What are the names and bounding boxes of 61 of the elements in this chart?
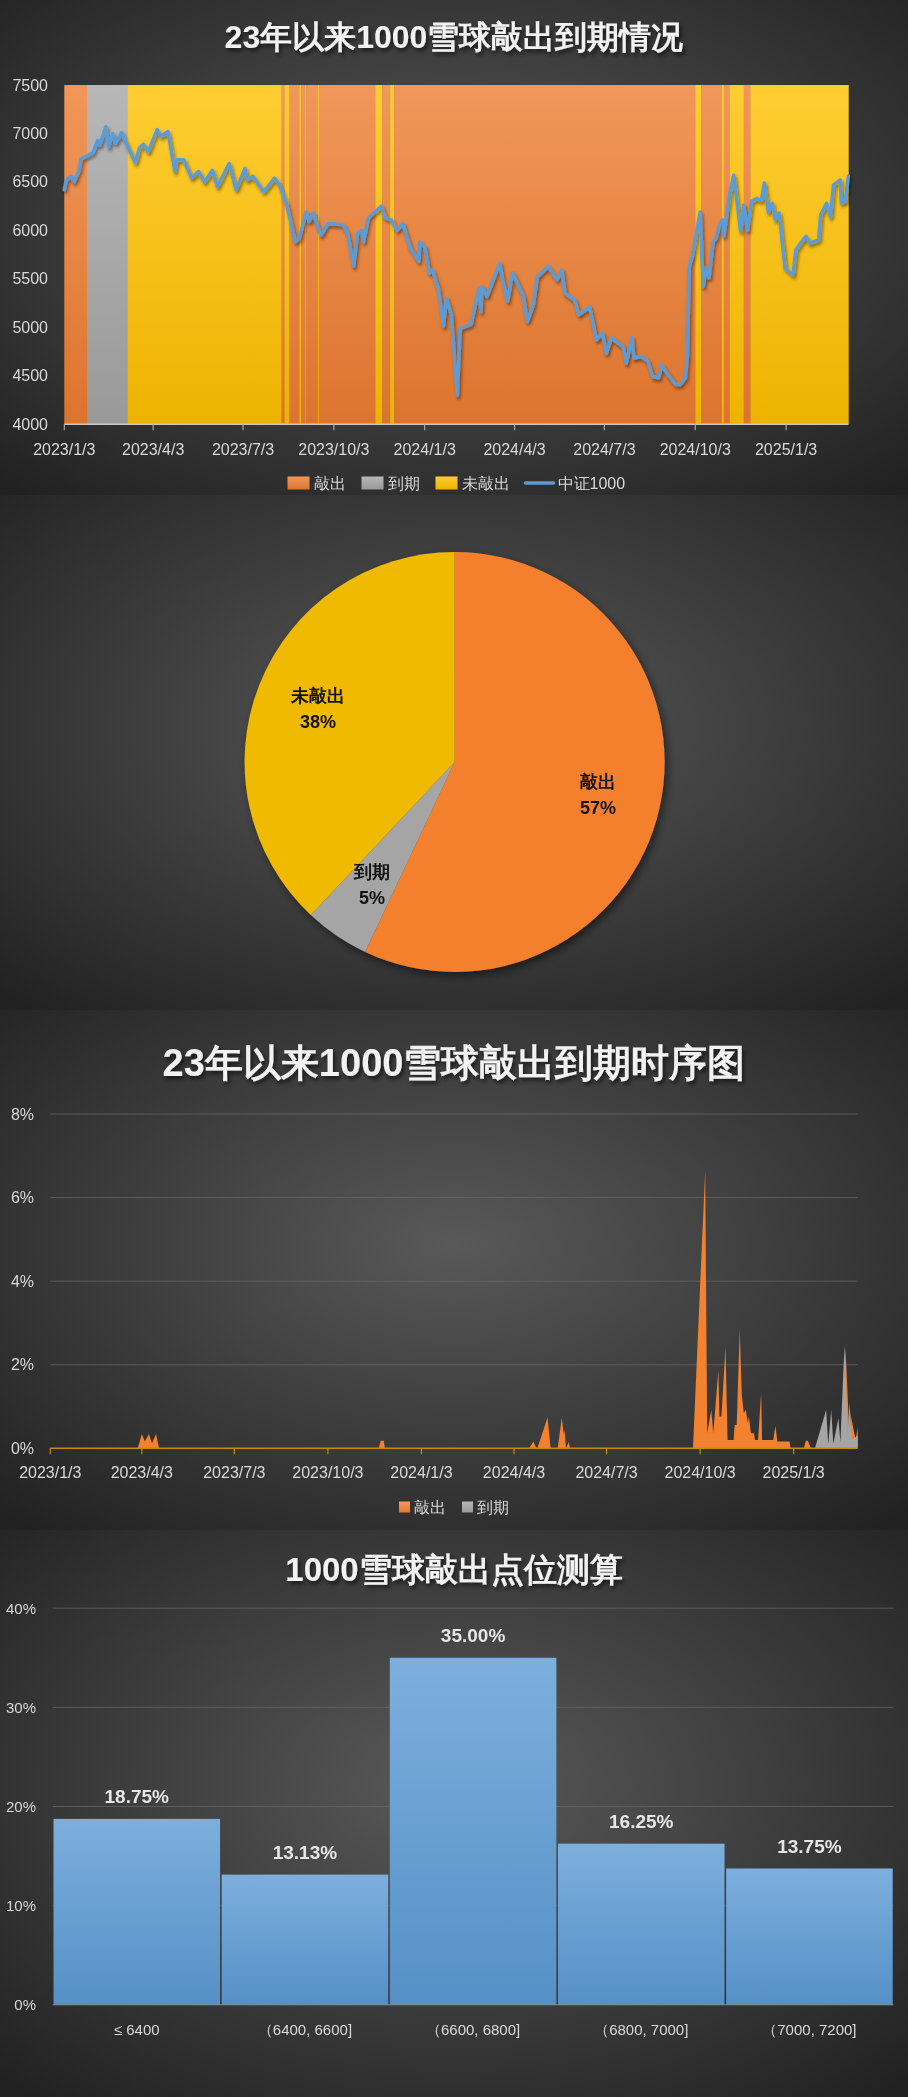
legend-label: 敲出	[313, 474, 346, 492]
x-tick-label: 2024/1/3	[390, 1463, 453, 1481]
y-tick-label: 6%	[10, 1189, 34, 1207]
y-tick-label: 2%	[10, 1356, 34, 1374]
y-tick-label: 4%	[10, 1272, 34, 1290]
legend-label: 到期	[387, 474, 420, 492]
x-tick-label: 2024/4/3	[482, 1463, 546, 1481]
x-tick-label: 2023/10/3	[292, 1463, 364, 1481]
x-tick-label: 2023/4/3	[110, 1463, 174, 1481]
x-tick-label: 2023/7/3	[211, 440, 275, 458]
title: 23年以来1000雪球敲出到期情况	[224, 19, 684, 55]
legend-label: 中证1000	[557, 474, 626, 492]
y-tick-label: 7500	[12, 76, 49, 94]
y-tick-label: 30%	[5, 1698, 36, 1716]
y-tick-label: 0%	[14, 1996, 36, 2014]
data-label: 38%	[299, 711, 336, 732]
data-label: 57%	[580, 798, 617, 819]
y-tick-label: 6500	[12, 173, 49, 191]
y-tick-label: 6000	[12, 221, 49, 239]
x-tick-label: 2023/7/3	[203, 1463, 266, 1481]
y-tick-label: 4500	[12, 367, 49, 385]
x-tick-label: 2023/1/3	[19, 1463, 82, 1481]
x-tick-label: 2024/4/3	[483, 440, 546, 458]
x-tick-label: 2024/7/3	[573, 440, 636, 458]
x-tick-label: 2024/7/3	[575, 1463, 638, 1481]
data-label: 5%	[358, 887, 385, 908]
data-label: 13.13%	[272, 1842, 338, 1864]
slice-label: 敲出	[580, 772, 617, 793]
data-label: 18.75%	[104, 1786, 170, 1808]
y-tick-label: 10%	[5, 1897, 36, 1915]
data-label: 16.25%	[609, 1811, 674, 1833]
title: 1000雪球敲出点位测算	[285, 1550, 623, 1588]
x-tick-label: 2025/1/3	[754, 440, 818, 458]
x-tick-label: 2024/1/3	[393, 440, 456, 458]
legend-label: 敲出	[414, 1498, 446, 1516]
y-tick-label: 7000	[12, 124, 49, 142]
x-tick-label: 2023/4/3	[122, 440, 185, 458]
y-tick-label: 4000	[12, 415, 49, 433]
legend-label: 到期	[477, 1498, 509, 1516]
y-tick-label: 0%	[10, 1439, 34, 1457]
title: 23年以来1000雪球敲出到期时序图	[162, 1042, 746, 1084]
y-tick-label: 40%	[5, 1599, 36, 1617]
x-tick-label: （6400, 6600]	[257, 2020, 353, 2038]
x-tick-label: （6600, 6800]	[425, 2020, 521, 2038]
y-tick-label: 5500	[12, 270, 49, 288]
slice-label: 未敲出	[289, 685, 345, 706]
data-label: 13.75%	[777, 1835, 842, 1857]
data-label: 35.00%	[440, 1625, 506, 1647]
legend-label: 未敲出	[461, 474, 510, 492]
x-tick-label: 2024/10/3	[664, 1463, 736, 1481]
y-tick-label: 8%	[10, 1105, 34, 1123]
x-tick-label: 2024/10/3	[659, 440, 731, 458]
slice-label: 到期	[352, 861, 390, 882]
y-tick-label: 20%	[5, 1798, 36, 1815]
x-tick-label: ≤ 6400	[113, 2020, 160, 2038]
x-tick-label: 2025/1/3	[762, 1463, 825, 1481]
x-tick-label: 2023/10/3	[298, 440, 370, 458]
x-tick-label: 2023/1/3	[33, 440, 96, 458]
y-tick-label: 5000	[12, 318, 49, 336]
x-tick-label: （7000, 7200]	[762, 2020, 857, 2038]
x-tick-label: （6800, 7000]	[594, 2020, 689, 2038]
